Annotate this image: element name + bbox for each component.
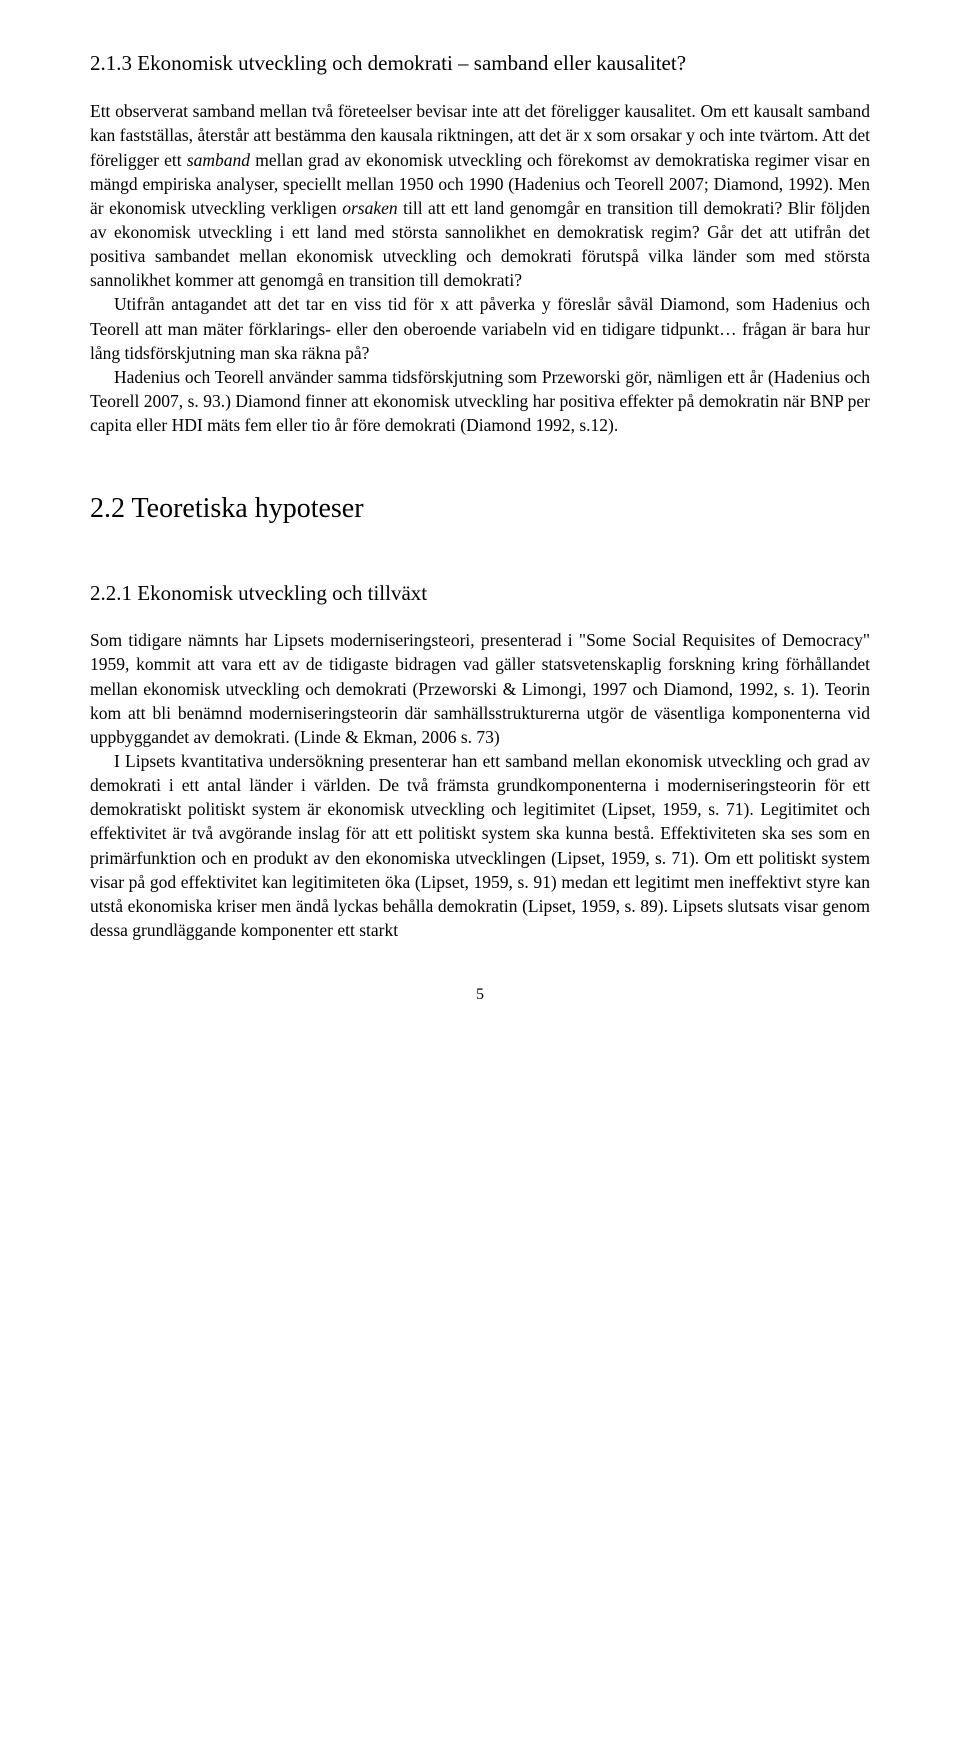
p2-text: Utifrån antagandet att det tar en viss t… <box>90 292 870 364</box>
page-number: 5 <box>90 986 870 1004</box>
sub-heading-221: 2.2.1 Ekonomisk utveckling och tillväxt <box>90 581 870 606</box>
main-heading-22: 2.2 Teoretiska hypoteser <box>90 493 870 525</box>
p1-italic-samband: samband <box>187 150 250 170</box>
p1-italic-orsaken: orsaken <box>342 198 397 218</box>
section-heading-213: 2.1.3 Ekonomisk utveckling och demokrati… <box>90 50 870 77</box>
section2-p2-text: I Lipsets kvantitativa undersökning pres… <box>90 749 870 942</box>
section1-paragraph-block: Ett observerat samband mellan två förete… <box>90 99 870 437</box>
section2-p1-text: Som tidigare nämnts har Lipsets modernis… <box>90 630 870 747</box>
p3-text: Hadenius och Teorell använder samma tids… <box>90 365 870 437</box>
section2-paragraph-block: Som tidigare nämnts har Lipsets modernis… <box>90 628 870 942</box>
